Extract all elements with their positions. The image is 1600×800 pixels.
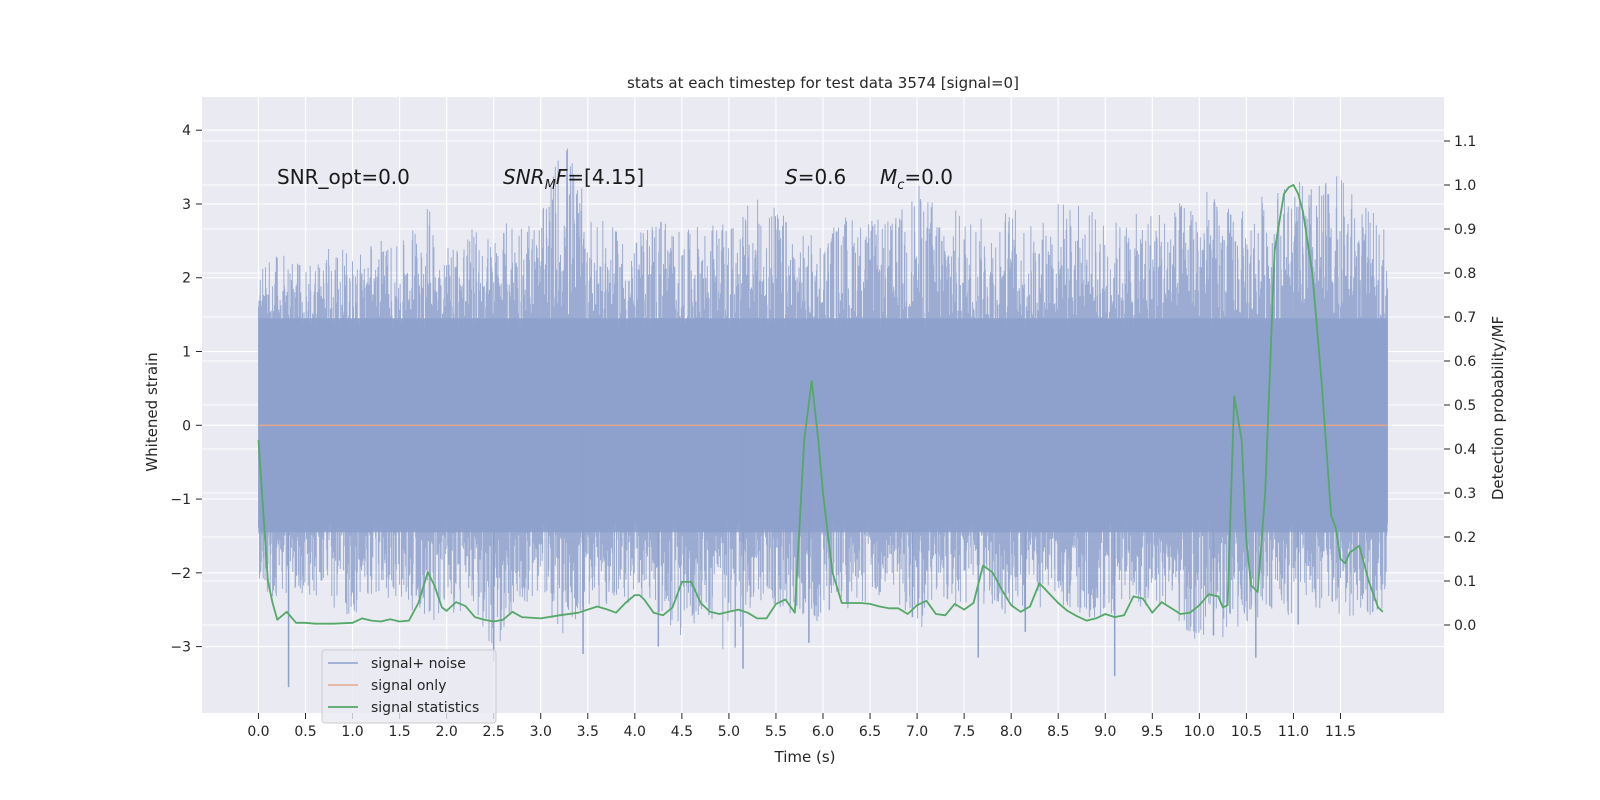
x-tick-label: 4.0	[624, 724, 646, 740]
x-tick-label: 1.5	[388, 724, 410, 740]
x-tick-label: 6.0	[812, 724, 834, 740]
legend-label-signal-noise: signal+ noise	[371, 656, 466, 672]
y-left-tick-label: −2	[170, 566, 191, 582]
y-right-tick-label: 0.9	[1454, 222, 1476, 238]
x-tick-label: 9.5	[1141, 724, 1163, 740]
y-left-axis-title: Whitened strain	[143, 352, 161, 471]
annotation-mc-sub: c	[897, 178, 904, 193]
annotation-snr-mf-value: =[4.15]	[567, 165, 644, 189]
x-tick-label: 4.5	[671, 724, 693, 740]
x-axis-title: Time (s)	[774, 748, 836, 766]
x-tick-label: 0.0	[247, 724, 269, 740]
annotation-snr-mf: SNRMF=[4.15]	[503, 165, 644, 193]
y-left-tick-label: 3	[182, 197, 191, 213]
x-tick-label: 8.5	[1047, 724, 1069, 740]
y-right-tick-label: 0.5	[1454, 398, 1476, 414]
legend: signal+ noise signal only signal statist…	[321, 649, 497, 724]
y-right-tick-label: 1.0	[1454, 178, 1476, 194]
y-right-tick-label: 1.1	[1454, 134, 1476, 150]
y-right-tick-label: 0.8	[1454, 266, 1476, 282]
y-left-tick-label: −3	[170, 640, 191, 656]
axes: 0.0 0.5 1.0 1.5 2.0 2.5 3.0 3.5 4.0 4.5 5.0 5.5 6.0 6…	[170, 123, 1476, 740]
y-right-axis-title: Detection probability/MF	[1489, 316, 1507, 500]
y-left-tick-label: 2	[182, 271, 191, 287]
chart-title: stats at each timestep for test data 357…	[627, 74, 1019, 92]
x-tick-label: 5.5	[765, 724, 787, 740]
x-tick-label: 7.0	[906, 724, 928, 740]
y-left-tick-label: 4	[182, 123, 191, 139]
x-tick-label: 3.0	[530, 724, 552, 740]
annotation-mc-value: =0.0	[904, 165, 953, 189]
annotation-s-symbol: S	[785, 165, 798, 189]
y-right-tick-label: 0.6	[1454, 354, 1476, 370]
x-tick-label: 3.5	[577, 724, 599, 740]
x-tick-label: 9.0	[1094, 724, 1116, 740]
y-right-tick-label: 0.4	[1454, 442, 1476, 458]
data-layer	[257, 148, 1388, 688]
legend-label-signal-only: signal only	[371, 678, 446, 694]
y-right-tick-label: 0.1	[1454, 574, 1476, 590]
y-right-tick-label: 0.2	[1454, 530, 1476, 546]
annotation-snr-mf-f: F	[556, 165, 568, 189]
annotation-s-value: =0.6	[798, 165, 847, 189]
annotation-s: S=0.6	[785, 165, 846, 189]
annotation-snr-mf-sub: M	[545, 178, 556, 193]
legend-box	[321, 649, 497, 724]
x-tick-label: 2.5	[483, 724, 505, 740]
x-tick-label: 8.0	[1000, 724, 1022, 740]
x-tick-label: 0.5	[294, 724, 316, 740]
annotation-snr-opt: SNR_opt=0.0	[277, 165, 410, 189]
x-tick-label: 10.0	[1184, 724, 1215, 740]
y-left-tick-label: −1	[170, 492, 191, 508]
legend-label-signal-statistics: signal statistics	[371, 700, 479, 716]
y-right-tick-label: 0.0	[1454, 618, 1476, 634]
y-right-tick-label: 0.3	[1454, 486, 1476, 502]
x-tick-label: 7.5	[953, 724, 975, 740]
y-left-tick-label: 1	[182, 345, 191, 361]
y-right-tick-label: 0.7	[1454, 310, 1476, 326]
x-tick-label: 5.0	[718, 724, 740, 740]
y-left-tick-label: 0	[182, 418, 191, 434]
x-tick-label: 11.5	[1325, 724, 1356, 740]
x-tick-label: 6.5	[859, 724, 881, 740]
annotation-mc-symbol: M	[880, 165, 897, 189]
annotation-mc: Mc=0.0	[880, 165, 953, 193]
x-tick-label: 1.0	[341, 724, 363, 740]
series-signal-statistics	[257, 184, 1384, 625]
x-tick-label: 10.5	[1231, 724, 1262, 740]
annotation-snr-mf-base: SNR	[503, 165, 545, 189]
x-tick-label: 2.0	[436, 724, 458, 740]
x-tick-label: 11.0	[1278, 724, 1309, 740]
